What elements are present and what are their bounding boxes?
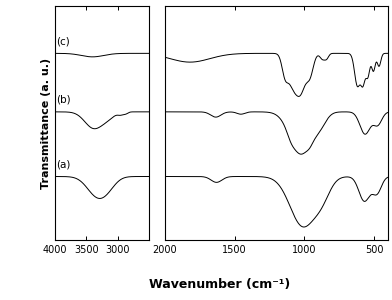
Text: (c): (c) (56, 36, 70, 46)
Text: (b): (b) (56, 94, 71, 104)
Text: Wavenumber (cm⁻¹): Wavenumber (cm⁻¹) (149, 278, 290, 291)
Text: (a): (a) (56, 159, 71, 169)
Y-axis label: Transmittance (a. u.): Transmittance (a. u.) (41, 57, 51, 189)
